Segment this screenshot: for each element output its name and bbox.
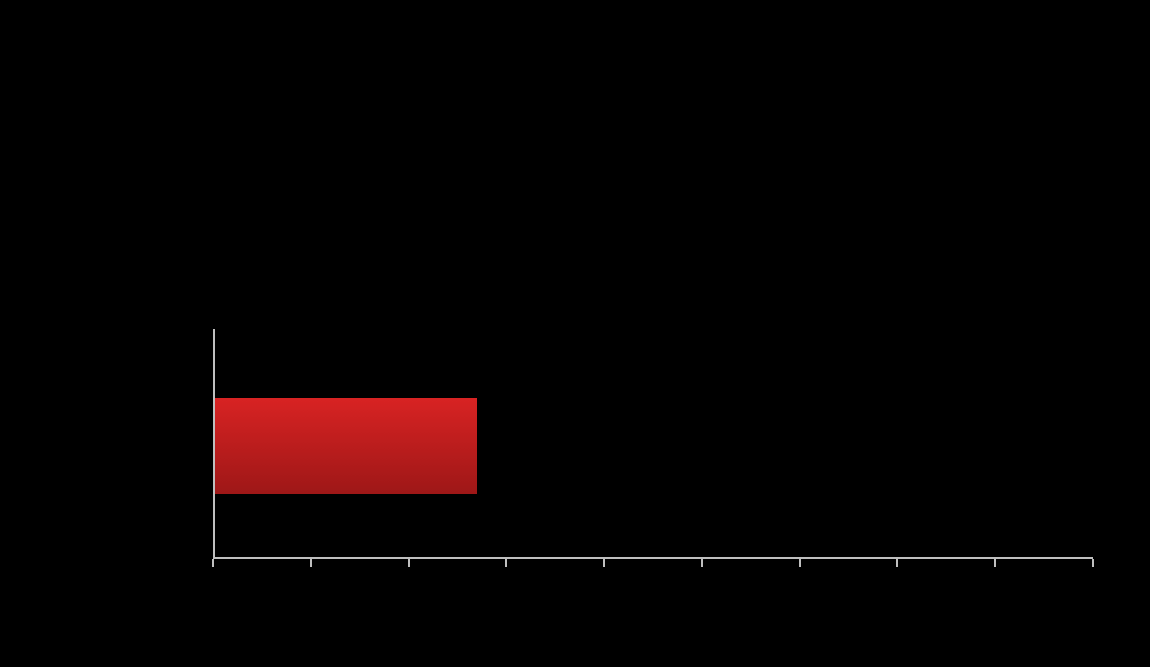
bar <box>215 398 477 494</box>
x-tick <box>212 559 214 567</box>
x-tick <box>603 559 605 567</box>
x-tick <box>799 559 801 567</box>
x-tick <box>1092 559 1094 567</box>
x-axis <box>213 557 1093 559</box>
x-tick <box>505 559 507 567</box>
x-tick <box>310 559 312 567</box>
x-tick <box>408 559 410 567</box>
plot-area <box>213 329 1093 559</box>
x-tick <box>994 559 996 567</box>
x-tick <box>896 559 898 567</box>
x-tick <box>701 559 703 567</box>
